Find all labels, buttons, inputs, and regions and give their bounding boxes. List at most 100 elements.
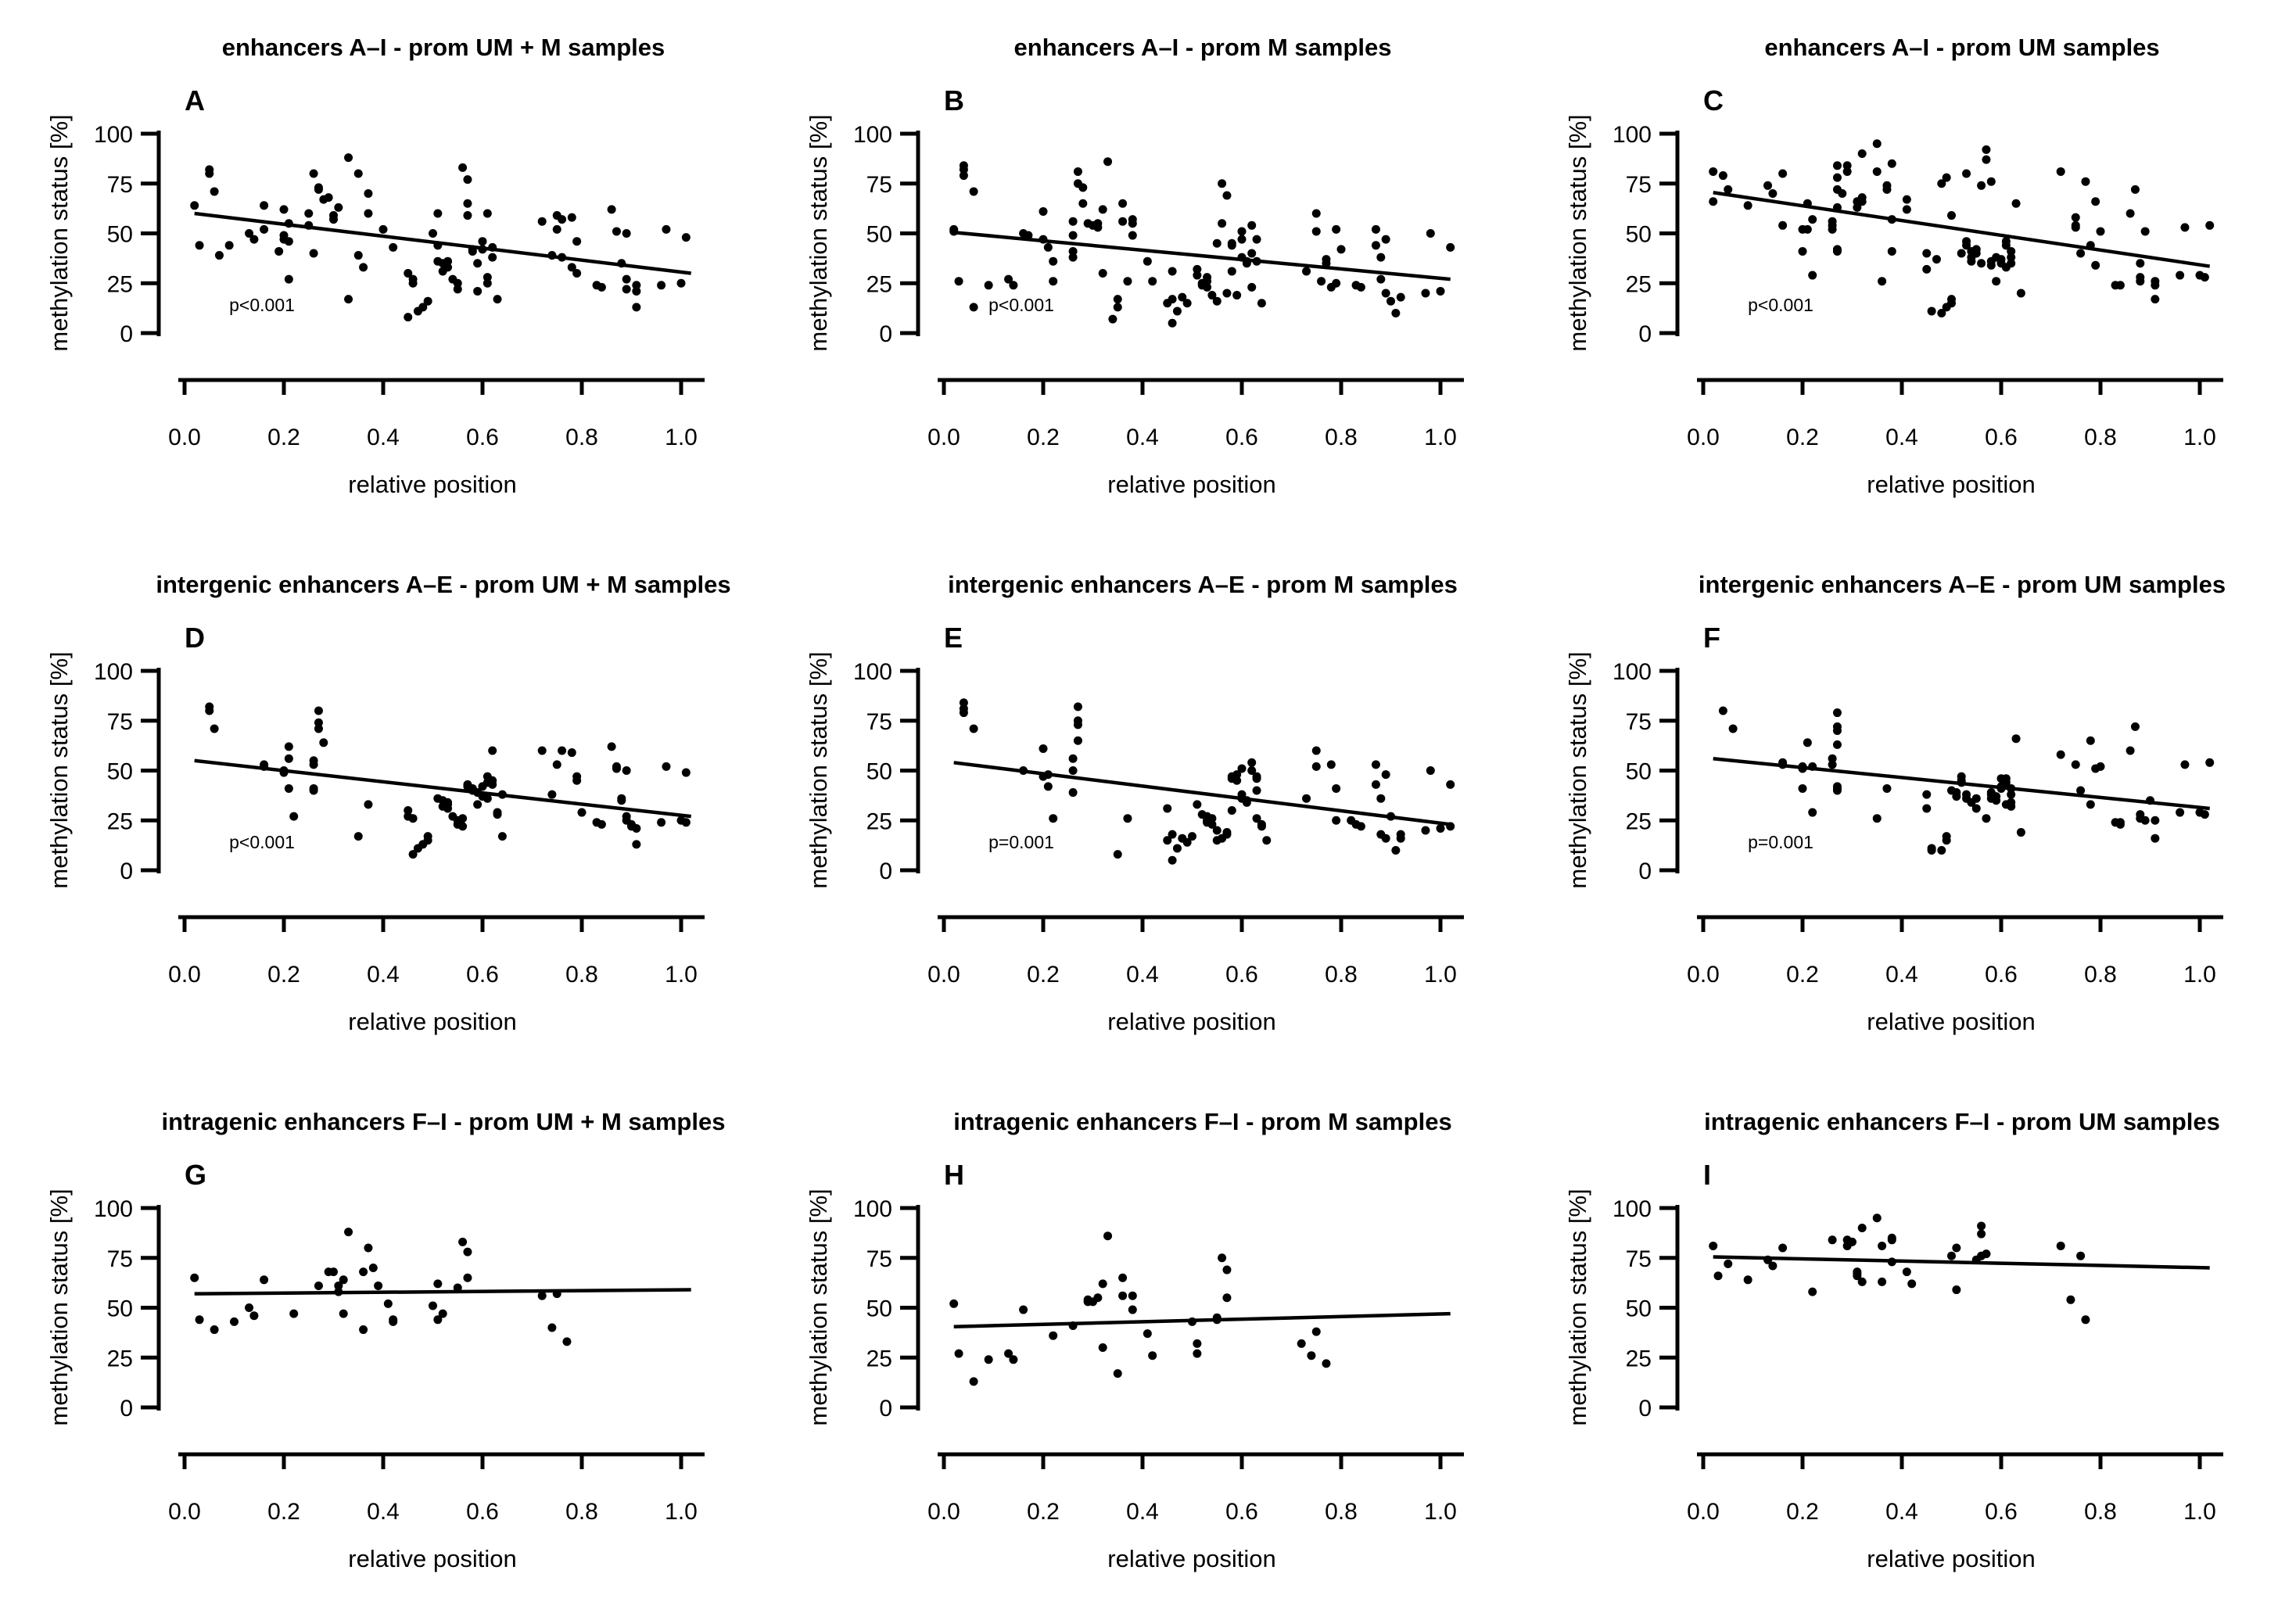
data-point <box>433 1279 443 1289</box>
data-point <box>1113 850 1122 859</box>
data-point <box>662 762 671 771</box>
data-point <box>304 209 314 218</box>
data-point <box>1808 215 1817 224</box>
data-point <box>1182 837 1192 847</box>
data-point <box>453 1283 462 1292</box>
data-point <box>1332 278 1341 288</box>
y-tick-label: 100 <box>1613 122 1652 148</box>
data-point <box>314 718 323 727</box>
data-point <box>2086 241 2095 250</box>
data-point <box>1098 269 1107 278</box>
data-point <box>309 169 318 178</box>
data-point <box>1982 1249 1991 1259</box>
data-point <box>353 251 363 260</box>
data-point <box>458 822 468 831</box>
data-point <box>969 303 978 312</box>
data-point <box>443 804 453 813</box>
data-point <box>2011 734 2021 744</box>
data-point <box>1227 806 1236 815</box>
data-point <box>488 253 497 262</box>
data-point <box>1247 249 1257 258</box>
x-tick-label: 0.0 <box>927 962 960 988</box>
data-point <box>607 205 616 214</box>
data-point <box>959 708 968 718</box>
data-point <box>1391 309 1401 317</box>
data-point <box>1828 224 1837 234</box>
data-point <box>279 205 289 214</box>
data-point <box>1252 814 1261 823</box>
data-point <box>2200 273 2209 282</box>
data-point <box>260 201 269 210</box>
scatter-plot-I: intragenic enhancers F–I - prom UM sampl… <box>1564 1108 2223 1572</box>
scatter-points <box>949 1231 1331 1386</box>
data-point <box>2076 786 2086 795</box>
trend-line <box>194 758 691 819</box>
x-tick-label: 0.8 <box>565 425 598 450</box>
data-point <box>622 274 631 284</box>
data-point <box>1247 282 1257 292</box>
data-point <box>1371 780 1380 789</box>
data-point <box>463 1247 472 1257</box>
y-axis-label: methylation status [%] <box>1564 114 1591 351</box>
data-point <box>1937 309 1946 317</box>
data-point <box>1971 249 1981 258</box>
data-point <box>1009 281 1018 290</box>
data-point <box>1326 760 1336 769</box>
data-point <box>1957 778 1966 787</box>
data-point <box>488 242 497 252</box>
data-point <box>483 273 492 282</box>
data-point <box>2056 750 2065 759</box>
data-point <box>1832 740 1842 749</box>
y-axis-label: methylation status [%] <box>1564 651 1591 888</box>
data-point <box>463 199 472 208</box>
data-point <box>1356 822 1365 831</box>
data-point <box>1068 246 1078 256</box>
data-point <box>458 163 468 172</box>
scatter-panel-H: intragenic enhancers F–I - prom M sample… <box>791 1087 1550 1624</box>
data-point <box>1123 277 1132 286</box>
data-point <box>1222 1265 1232 1274</box>
x-tick-label: 0.4 <box>367 425 400 450</box>
panel-letter: I <box>1703 1159 1711 1191</box>
data-point <box>1073 720 1082 730</box>
x-axis-label: relative position <box>1107 1545 1275 1572</box>
data-point <box>1093 1293 1103 1303</box>
x-tick-label: 0.4 <box>1126 962 1159 988</box>
data-point <box>1982 155 1991 164</box>
scatter-points <box>1709 139 2215 317</box>
data-point <box>1992 796 2001 805</box>
x-tick-label: 0.0 <box>1687 425 1720 450</box>
data-point <box>1947 211 1956 220</box>
scatter-points <box>1709 1214 2090 1325</box>
data-point <box>1128 231 1137 240</box>
data-point <box>1381 235 1390 244</box>
y-tick-label: 25 <box>1626 808 1652 834</box>
data-point <box>289 1309 299 1318</box>
data-point <box>408 850 418 859</box>
data-point <box>249 1311 259 1321</box>
data-point <box>1039 744 1048 753</box>
y-tick-label: 25 <box>866 808 892 834</box>
data-point <box>1937 179 1946 188</box>
data-point <box>676 278 686 288</box>
data-point <box>1311 227 1321 236</box>
data-point <box>2180 223 2190 232</box>
y-tick-label: 100 <box>853 122 892 148</box>
data-point <box>260 224 269 234</box>
y-tick-label: 50 <box>1626 759 1652 785</box>
data-point <box>1222 191 1232 200</box>
data-point <box>1311 762 1321 771</box>
y-axis-label: methylation status [%] <box>805 651 832 888</box>
data-point <box>567 263 576 272</box>
data-point <box>2096 762 2105 771</box>
data-point <box>314 1281 323 1290</box>
data-point <box>1778 760 1788 769</box>
data-point <box>1302 794 1311 803</box>
data-point <box>657 281 666 290</box>
data-point <box>324 193 333 203</box>
data-point <box>1207 291 1217 300</box>
y-tick-label: 75 <box>107 709 133 735</box>
data-point <box>1396 834 1405 843</box>
data-point <box>2081 1315 2090 1325</box>
data-point <box>1004 1349 1013 1358</box>
